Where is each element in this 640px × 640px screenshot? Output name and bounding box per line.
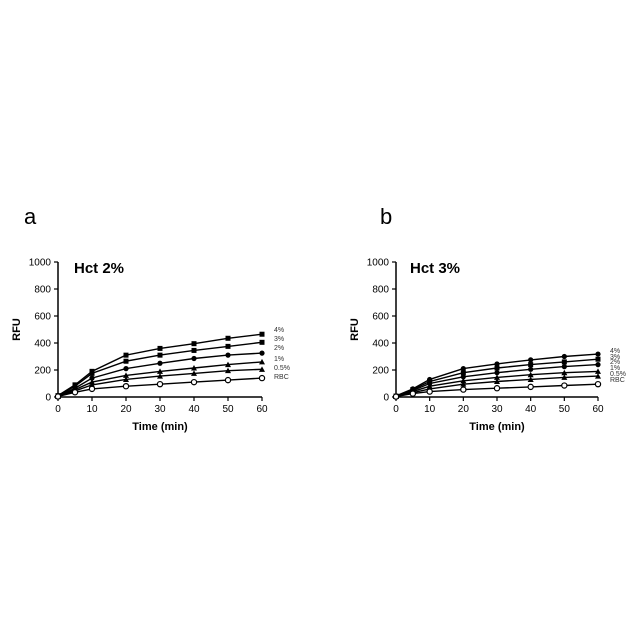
chart1-series-label: 2% <box>274 345 284 352</box>
chart1-title: Hct 2% <box>74 260 124 277</box>
chart1-data-point <box>225 378 230 383</box>
chart2-data-point <box>495 365 500 370</box>
chart1-data-point <box>259 376 264 381</box>
chart2-data-point <box>562 354 567 359</box>
chart1-data-point <box>158 346 163 351</box>
chart2-x-tick-label: 40 <box>525 404 537 415</box>
chart2-x-tick-label: 30 <box>491 404 503 415</box>
chart1-series-label: 4% <box>274 327 284 334</box>
chart1-data-point <box>260 340 265 345</box>
chart1-y-tick-label: 600 <box>34 312 51 323</box>
chart1-data-point <box>192 341 197 346</box>
chart1-data-point <box>260 332 265 337</box>
chart1-data-point <box>90 371 95 376</box>
chart1-series-label: 3% <box>274 336 284 343</box>
chart2-y-axis-title: RFU <box>349 318 361 341</box>
chart1-data-point <box>226 336 231 341</box>
chart2-data-point <box>410 391 415 396</box>
chart2-data-point <box>427 389 432 394</box>
chart1-y-tick-label: 0 <box>45 393 51 404</box>
chart2-x-tick-label: 10 <box>424 404 436 415</box>
chart1-x-tick-label: 10 <box>86 404 98 415</box>
chart2-data-point <box>595 362 600 367</box>
chart2-x-tick-label: 20 <box>458 404 470 415</box>
chart1-x-tick-label: 0 <box>55 404 61 415</box>
chart2-y-tick-label: 800 <box>372 285 389 296</box>
chart1-data-point <box>157 361 162 366</box>
chart2-data-point <box>528 384 533 389</box>
chart1-y-axis-title: RFU <box>11 318 23 341</box>
chart1-y-tick-label: 400 <box>34 339 51 350</box>
chart2-y-tick-label: 1000 <box>367 258 390 269</box>
chart1-x-tick-label: 50 <box>222 404 234 415</box>
chart1-data-point <box>191 380 196 385</box>
chart2-data-point <box>461 387 466 392</box>
chart1-series-label: 1% <box>274 356 284 363</box>
chart1-series-label: RBC <box>274 374 289 381</box>
chart1-series-line <box>58 362 262 396</box>
chart1-data-point <box>259 351 264 356</box>
chart1-data-point <box>225 353 230 358</box>
chart1-data-point <box>55 394 60 399</box>
chart1-x-tick-label: 30 <box>154 404 166 415</box>
chart2-data-point <box>562 383 567 388</box>
chart1-data-point <box>192 348 197 353</box>
chart2-x-tick-label: 0 <box>393 404 399 415</box>
chart2-y-tick-label: 200 <box>372 366 389 377</box>
chart1-data-point <box>123 366 128 371</box>
chart1-x-axis-title: Time (min) <box>132 421 188 433</box>
chart1-data-point <box>157 382 162 387</box>
chart2-y-tick-label: 600 <box>372 312 389 323</box>
chart1-data-point <box>124 359 129 364</box>
chart1-x-tick-label: 60 <box>256 404 268 415</box>
chart2-y-tick-label: 400 <box>372 339 389 350</box>
chart1-x-tick-label: 40 <box>188 404 200 415</box>
chart1-y-tick-label: 1000 <box>29 258 52 269</box>
chart1-data-point <box>123 384 128 389</box>
chart2-data-point <box>528 367 533 372</box>
chart2-data-point <box>494 386 499 391</box>
chart1-data-point <box>191 356 196 361</box>
chart2-data-point <box>393 394 398 399</box>
chart2-x-tick-label: 50 <box>559 404 571 415</box>
chart2-data-point <box>595 351 600 356</box>
chart1-y-tick-label: 200 <box>34 366 51 377</box>
chart2-data-point <box>595 382 600 387</box>
chart2-data-point <box>562 364 567 369</box>
chart2-data-point <box>528 357 533 362</box>
chart2-x-tick-label: 60 <box>592 404 604 415</box>
chart2-data-point <box>528 362 533 367</box>
chart2-x-axis-title: Time (min) <box>469 421 525 433</box>
chart1-data-point <box>158 353 163 358</box>
chart2-y-tick-label: 0 <box>383 393 389 404</box>
chart1-y-tick-label: 800 <box>34 285 51 296</box>
chart1-data-point <box>124 353 129 358</box>
chart2-series-label: RBC <box>610 377 625 384</box>
chart1-data-point <box>89 386 94 391</box>
chart1-series-label: 0.5% <box>274 365 290 372</box>
chart1-data-point <box>72 390 77 395</box>
chart2-data-point <box>596 357 601 362</box>
chart1-x-tick-label: 20 <box>120 404 132 415</box>
chart1-data-point <box>226 344 231 349</box>
chart2-title: Hct 3% <box>410 260 460 277</box>
chart2-data-point <box>562 359 567 364</box>
